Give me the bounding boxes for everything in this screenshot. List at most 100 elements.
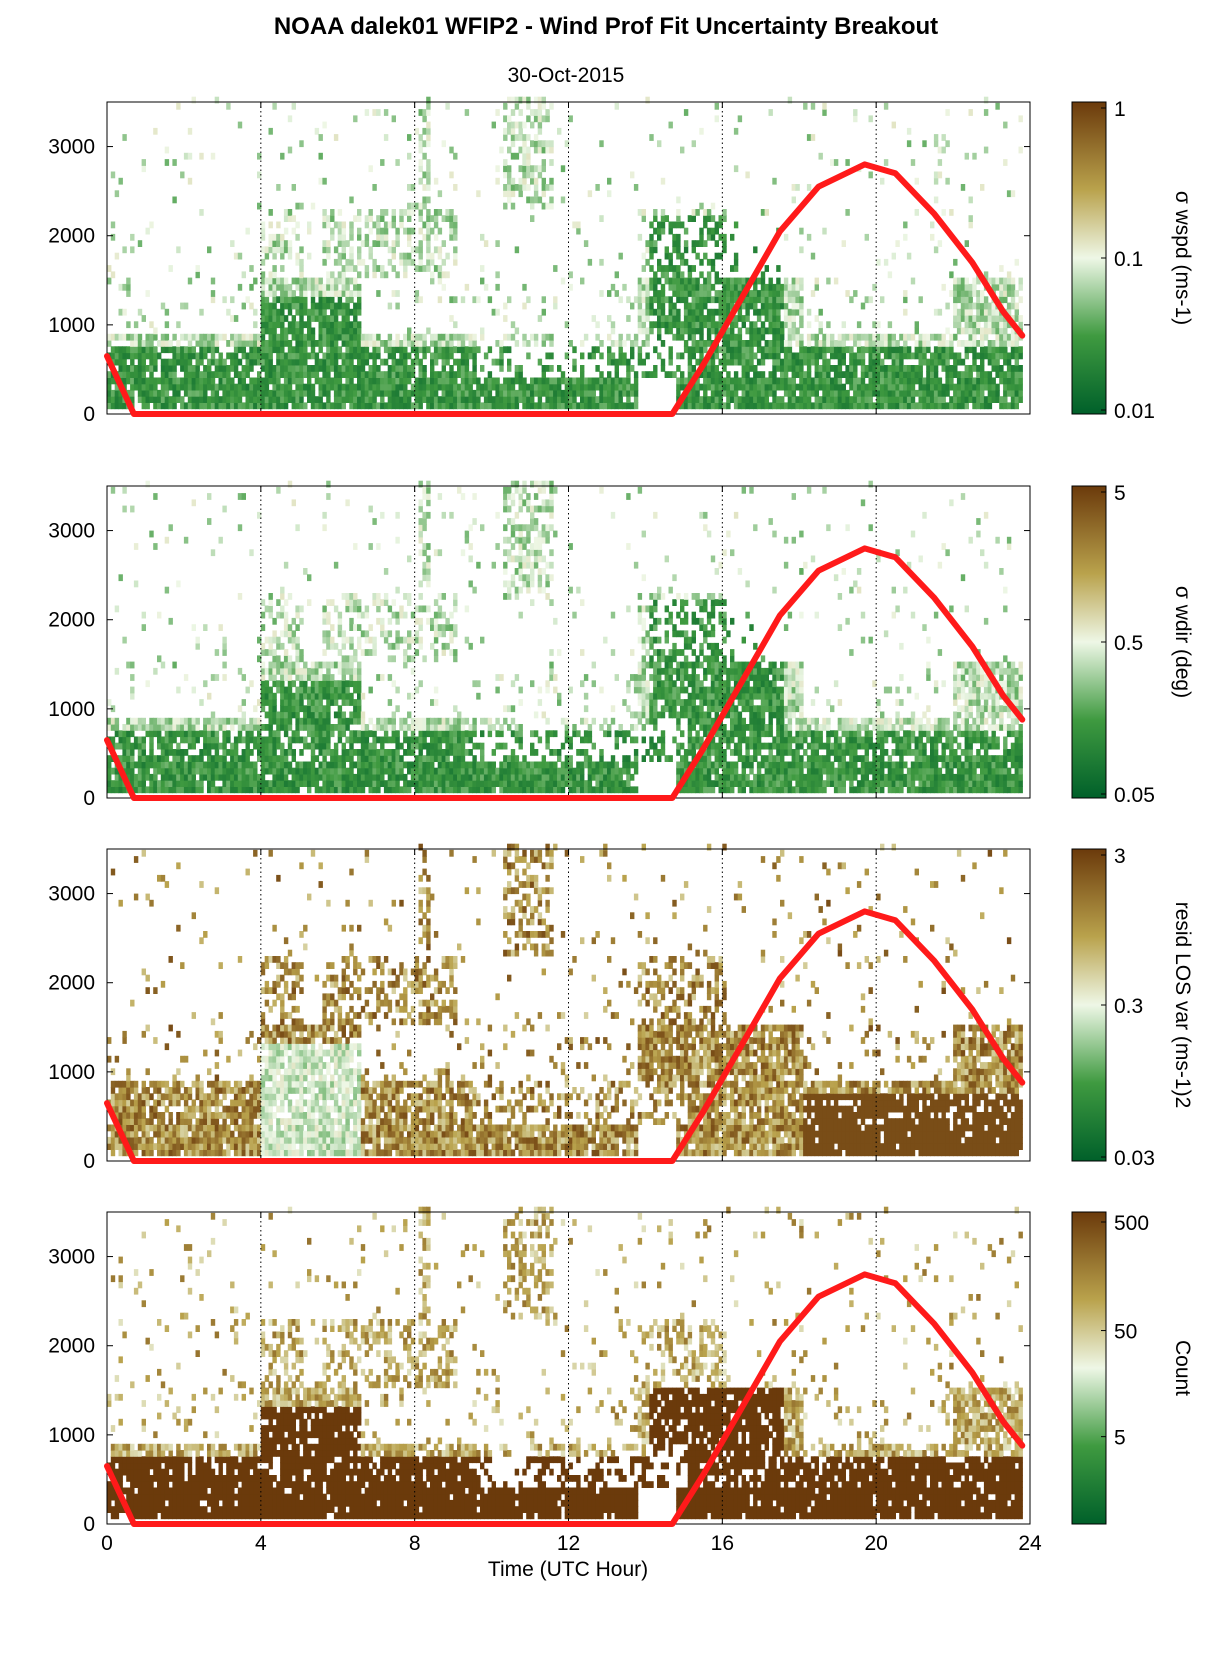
heatmap-cell xyxy=(157,755,162,762)
heatmap-cell xyxy=(772,340,777,347)
heatmap-cell xyxy=(580,377,585,385)
heatmap-cell xyxy=(203,377,208,385)
heatmap-cell xyxy=(633,333,639,341)
heatmap-cell xyxy=(930,371,935,378)
heatmap-cell xyxy=(222,371,227,378)
heatmap-cell xyxy=(806,365,812,372)
heatmap-cell xyxy=(710,396,716,403)
heatmap-cell xyxy=(172,786,177,794)
heatmap-cell xyxy=(410,389,416,397)
heatmap-cell xyxy=(595,184,600,191)
heatmap-cell xyxy=(883,346,889,354)
heatmap-cell xyxy=(272,371,277,378)
heatmap-cell xyxy=(353,346,358,354)
heatmap-cell xyxy=(245,358,250,366)
heatmap-cell xyxy=(945,140,950,148)
heatmap-cell xyxy=(137,333,143,341)
heatmap-cell xyxy=(468,389,473,397)
heatmap-cell xyxy=(676,283,681,291)
heatmap-cell xyxy=(441,377,446,385)
heatmap-cell xyxy=(426,96,431,104)
heatmap-cell xyxy=(164,749,170,756)
heatmap-cell xyxy=(368,333,373,341)
heatmap-cell xyxy=(149,321,154,329)
heatmap-cell xyxy=(733,321,739,329)
heatmap-cell xyxy=(826,365,831,372)
heatmap-cell xyxy=(549,365,554,372)
heatmap-cell xyxy=(310,383,316,391)
heatmap-cell xyxy=(664,277,669,285)
heatmap-cell xyxy=(122,636,127,644)
heatmap-cell xyxy=(222,505,227,513)
heatmap-cell xyxy=(733,340,739,347)
heatmap-cell xyxy=(280,717,285,725)
heatmap-cell xyxy=(276,321,281,329)
heatmap-cell xyxy=(949,346,954,354)
heatmap-cell xyxy=(607,371,612,378)
heatmap-cell xyxy=(307,396,312,403)
heatmap-cell xyxy=(299,140,304,148)
heatmap-cell xyxy=(183,736,189,744)
heatmap-cell xyxy=(226,786,231,794)
heatmap-cell xyxy=(507,115,512,123)
heatmap-cell xyxy=(476,383,481,391)
heatmap-cell xyxy=(318,736,323,744)
heatmap-cell xyxy=(860,352,866,360)
heatmap-cell xyxy=(749,358,754,366)
heatmap-cell xyxy=(657,277,662,285)
heatmap-cell xyxy=(345,327,350,335)
heatmap-cell xyxy=(930,221,935,229)
heatmap-cell xyxy=(149,761,154,769)
heatmap-cell xyxy=(522,389,527,397)
heatmap-cell xyxy=(280,593,285,600)
heatmap-cell xyxy=(395,358,400,366)
heatmap-cell xyxy=(257,340,262,347)
heatmap-cell xyxy=(199,749,204,756)
heatmap-cell xyxy=(241,493,246,500)
heatmap-cell xyxy=(264,636,270,644)
heatmap-cell xyxy=(706,296,712,304)
heatmap-cell xyxy=(114,773,120,781)
heatmap-cell xyxy=(756,327,762,335)
heatmap-cell xyxy=(280,674,285,681)
heatmap-cell xyxy=(283,209,289,216)
heatmap-cell xyxy=(699,202,704,210)
heatmap-cell xyxy=(710,321,716,329)
heatmap-cell xyxy=(668,308,673,316)
heatmap-cell xyxy=(726,377,731,385)
heatmap-cell xyxy=(330,599,335,606)
heatmap-cell xyxy=(572,346,577,354)
heatmap-cell xyxy=(483,396,489,403)
heatmap-cell xyxy=(160,402,166,410)
heatmap-cell xyxy=(853,109,858,116)
heatmap-cell xyxy=(264,277,270,285)
heatmap-cell xyxy=(991,308,996,316)
heatmap-cell xyxy=(618,383,623,391)
heatmap-cell xyxy=(999,346,1004,354)
heatmap-cell xyxy=(260,346,266,354)
heatmap-cell xyxy=(130,742,135,750)
heatmap-cell xyxy=(514,389,520,397)
heatmap-cell xyxy=(964,346,969,354)
heatmap-cell xyxy=(287,215,293,222)
heatmap-cell xyxy=(333,686,339,694)
heatmap-cell xyxy=(972,327,977,335)
heatmap-cell xyxy=(699,346,704,354)
heatmap-cell xyxy=(799,277,804,285)
heatmap-cell xyxy=(283,246,289,254)
heatmap-cell xyxy=(257,333,262,341)
heatmap-cell xyxy=(291,396,296,403)
heatmap-cell xyxy=(953,389,958,397)
heatmap-cell xyxy=(318,152,323,160)
heatmap-cell xyxy=(676,290,681,297)
heatmap-cell xyxy=(295,258,300,266)
heatmap-cell xyxy=(730,233,735,241)
heatmap-cell xyxy=(318,705,323,713)
heatmap-cell xyxy=(368,209,373,216)
heatmap-cell xyxy=(710,371,716,378)
heatmap-cell xyxy=(876,258,881,266)
heatmap-cell xyxy=(280,586,285,594)
heatmap-cell xyxy=(887,396,893,403)
heatmap-cell xyxy=(257,730,262,738)
heatmap-cell xyxy=(983,271,989,279)
